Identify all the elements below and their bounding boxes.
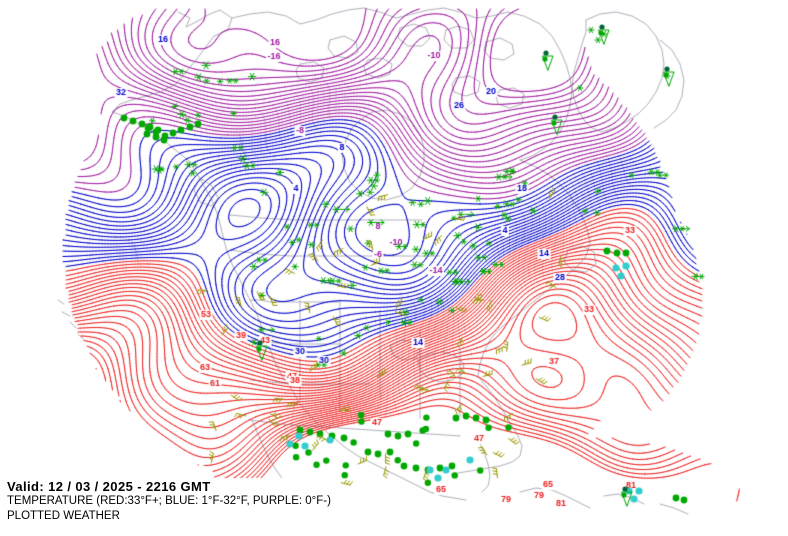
weather-contour-map[interactable] bbox=[0, 0, 788, 536]
weather-map-application: Valid: 12 / 03 / 2025 - 2216 GMT TEMPERA… bbox=[0, 0, 788, 536]
